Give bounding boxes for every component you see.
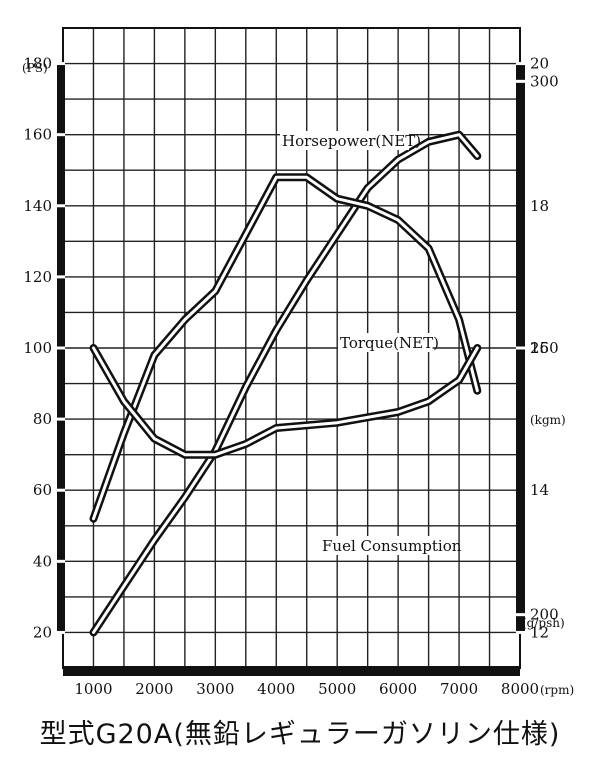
rpm-tick-label: 3000 — [196, 680, 234, 698]
power-tick-label: 20 — [33, 623, 52, 641]
torque-net-label-bg — [338, 333, 433, 352]
fuel-unit-label: (g/psh) — [522, 616, 565, 630]
axis-bars — [57, 62, 525, 676]
fuel-consumption-line — [92, 346, 479, 457]
power-tick-label: 80 — [33, 410, 52, 428]
power-tick-label: 40 — [33, 552, 52, 570]
torque-tick-label: 18 — [530, 197, 549, 215]
rpm-unit-label: (rpm) — [540, 683, 574, 697]
fuel-tick-label: 250 — [530, 339, 559, 357]
power-axis-notch — [57, 62, 65, 66]
torque-unit-label: (kgm) — [530, 413, 566, 427]
rpm-tick-label: 8000 — [501, 680, 539, 698]
horsepower-net-label-bg — [280, 131, 409, 150]
fuel-consumption-label-bg — [320, 536, 458, 555]
power-axis-notch — [57, 133, 65, 137]
power-axis-notch — [57, 346, 65, 350]
series-labels: Horsepower(NET) Torque(NET) Fuel Consumpti… — [280, 131, 462, 555]
fuel-consumption-label: Fuel Consumption — [322, 537, 462, 555]
fuel-tick-label: 300 — [530, 72, 559, 90]
power-tick-label: 140 — [23, 197, 52, 215]
chart-caption: 型式G20A(無鉛レギュラーガソリン仕様) — [39, 719, 561, 750]
power-axis-notch — [57, 417, 65, 421]
rpm-tick-label: 2000 — [135, 680, 173, 698]
series-lines — [89, 130, 482, 637]
torque-axis-notch — [516, 62, 525, 66]
rpm-axis-band — [63, 666, 520, 676]
fuel-axis-notch — [516, 79, 525, 83]
torque-tick-label: 20 — [530, 55, 549, 73]
power-unit-label: (PS) — [22, 61, 48, 75]
torque-tick-label: 16 — [530, 339, 549, 357]
rpm-tick-label: 6000 — [379, 680, 417, 698]
power-axis-notch — [57, 559, 65, 563]
power-tick-label: 120 — [23, 268, 52, 286]
engine-performance-chart: 20 40 60 80 100 120 140 160 180(PS) 12 14 16 18 20 (kg… — [22, 27, 574, 698]
horsepower-net-label: Horsepower(NET) — [282, 132, 421, 150]
power-axis-notch — [57, 630, 65, 634]
power-axis-notch — [57, 488, 65, 492]
tick-labels: 20 40 60 80 100 120 140 160 180(PS) 12 14 16 18 20 (kg… — [22, 55, 574, 698]
fuel-tick-label: 200 — [530, 606, 559, 624]
fuel-axis-notch — [516, 613, 525, 617]
power-tick-label: 60 — [33, 481, 52, 499]
power-axis-notch — [57, 275, 65, 279]
fuel-axis-notch — [516, 346, 525, 350]
rpm-tick-label: 5000 — [318, 680, 356, 698]
horsepower-net-line — [92, 133, 479, 634]
power-tick-label: 160 — [23, 126, 52, 144]
power-tick-label: 180 — [23, 55, 52, 73]
torque-axis-notch — [516, 630, 525, 634]
torque-tick-label: 14 — [530, 481, 549, 499]
torque-net-line — [92, 175, 479, 521]
rpm-tick-label: 4000 — [257, 680, 295, 698]
torque-net-label: Torque(NET) — [340, 334, 439, 352]
rpm-tick-label: 1000 — [74, 680, 112, 698]
power-tick-label: 100 — [23, 339, 52, 357]
rpm-tick-label: 7000 — [440, 680, 478, 698]
torque-tick-label: 12 — [530, 623, 549, 641]
power-axis-notch — [57, 204, 65, 208]
